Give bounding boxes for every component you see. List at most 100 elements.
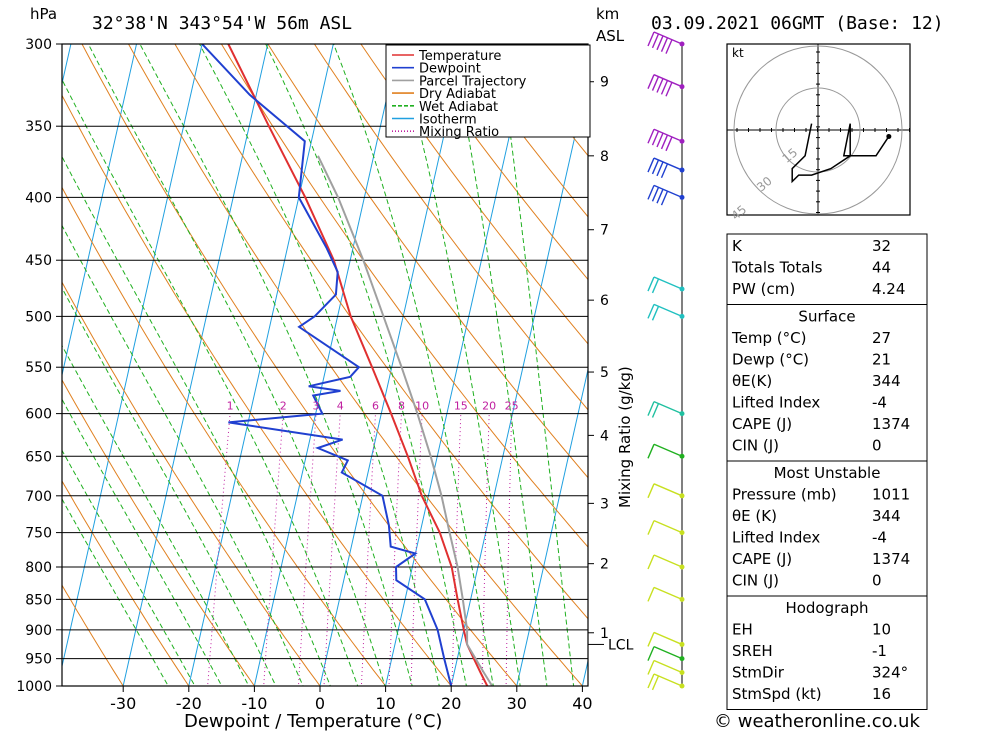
pressure-tick-label: 700: [25, 489, 52, 505]
wind-barb-staff: [653, 646, 683, 660]
dry-adiabat-line: [62, 480, 190, 686]
wind-barb: [647, 659, 685, 675]
pressure-tick-label: 300: [25, 37, 52, 53]
wind-barb-flag: [647, 185, 655, 200]
legend-label: Isotherm: [419, 113, 477, 128]
wind-barb-flag: [647, 31, 655, 47]
wet-adiabat-line: [62, 498, 169, 686]
wind-barb: [647, 586, 685, 602]
parameter-label: EH: [732, 621, 753, 639]
pressure-axis: 300 350 400 450 500 550 600 650 700 750 800 850 900 9…: [16, 37, 62, 695]
height-tick-label: 2: [600, 557, 609, 573]
parameter-label: CAPE (J): [732, 550, 792, 568]
temperature-tick-label: -30: [110, 694, 136, 713]
datetime-title: 03.09.2021 06GMT (Base: 12): [651, 13, 944, 34]
wet-adiabat-line: [265, 44, 467, 686]
x-axis-label: Dewpoint / Temperature (°C): [184, 711, 442, 732]
wind-barb: [647, 483, 685, 499]
wind-barb-flag: [647, 554, 655, 570]
parameter-label: CAPE (J): [732, 415, 792, 433]
parameter-label: θE (K): [732, 507, 777, 525]
pressure-tick-label: 800: [25, 560, 52, 576]
wind-barb-flag: [647, 483, 655, 499]
mixing-ratio-line: [410, 413, 423, 686]
wind-barb-flag: [651, 33, 660, 49]
hodograph-trace: [791, 123, 890, 184]
height-tick-label: 8: [600, 149, 609, 165]
pressure-tick-label: 750: [25, 526, 52, 542]
parameter-label: CIN (J): [732, 572, 779, 590]
wind-barb-flag: [647, 304, 655, 319]
height-tick-label: 5: [600, 365, 609, 381]
wind-barb: [647, 74, 685, 97]
wind-barb-flag: [647, 646, 655, 661]
mixing-ratio-line: [360, 413, 376, 686]
mixing-ratio-label: 10: [415, 400, 429, 413]
height-tick-label: 1: [600, 626, 609, 642]
wind-barb-flag: [656, 35, 664, 51]
wind-barb-flag: [660, 37, 669, 52]
wind-barb-flag: [665, 82, 673, 97]
mixing-ratio-label: 8: [398, 400, 405, 413]
isotherm-line: [62, 44, 203, 669]
wind-barb-flag: [647, 587, 655, 602]
wind-barb-flag: [660, 190, 669, 206]
temperature-tick-label: 30: [507, 694, 527, 713]
parameter-value: 16: [872, 685, 891, 703]
temperature-axis: -30 -20 -10 0 10 20 30 40: [110, 686, 593, 713]
mixing-ratio-line: [505, 413, 513, 686]
wind-barb-flag: [647, 673, 655, 689]
parameter-label: Dewp (°C): [732, 351, 809, 369]
pressure-tick-label: 1000: [16, 679, 52, 695]
dry-adiabat-line: [62, 186, 387, 686]
mixing-ratio-line: [207, 413, 231, 686]
wind-barb-staff: [653, 631, 683, 646]
wind-barb-staff: [653, 519, 683, 534]
temperature-tick-label: 40: [572, 694, 592, 713]
pressure-tick-label: 850: [25, 592, 52, 608]
wind-barb-flag: [647, 401, 655, 416]
pressure-unit: hPa: [30, 5, 57, 23]
wind-barb-flag: [651, 159, 660, 175]
mixing-ratio-label: 1: [227, 400, 234, 413]
wind-barb-flag: [647, 444, 655, 459]
legend-label: Wet Adiabat: [419, 100, 498, 115]
parameter-value: 44: [872, 259, 891, 277]
pressure-tick-label: 500: [25, 309, 52, 325]
temperature-tick-label: -10: [241, 694, 267, 713]
temperature-tick-label: 10: [375, 694, 395, 713]
wind-barb-flag: [651, 130, 660, 146]
temperature-tick-label: -20: [176, 694, 202, 713]
wind-barb-flag: [656, 161, 664, 177]
parameter-value: 1011: [872, 486, 910, 504]
isotherm-line: [516, 367, 588, 686]
temperature-tick-label: 20: [441, 694, 461, 713]
dry-adiabat-line: [453, 44, 588, 218]
wind-barb-flag: [647, 276, 655, 292]
pressure-tick-label: 550: [25, 360, 52, 376]
height-tick-label: 9: [600, 75, 609, 91]
height-tick-label: 7: [600, 223, 609, 239]
parameter-value: 32: [872, 237, 891, 255]
parcel-trajectory-series: [317, 155, 494, 686]
wind-profile: [647, 31, 685, 691]
parameters-table: K 32 Totals Totals 44 PW (cm) 4.24 Surface Temp…: [726, 233, 928, 710]
mixing-ratio-line: [388, 413, 402, 686]
most-unstable-title: Most Unstable: [774, 464, 881, 482]
mixing-ratio-line: [297, 413, 317, 686]
plot-frame: [61, 43, 589, 687]
wind-barb-flag: [656, 132, 664, 148]
surface-title: Surface: [798, 308, 855, 326]
wind-barb: [647, 673, 685, 691]
wind-barb-staff: [653, 483, 683, 497]
wind-barb-flag: [660, 80, 669, 95]
parameter-value: 0: [872, 437, 882, 455]
mixing-ratio-label: 3: [313, 400, 320, 413]
parameter-value: 21: [872, 351, 891, 369]
wind-barb-flag: [651, 306, 660, 321]
parameter-label: PW (cm): [732, 280, 795, 298]
height-tick-label: 6: [600, 293, 609, 309]
legend-box: [385, 44, 591, 138]
wind-barb: [647, 519, 685, 536]
